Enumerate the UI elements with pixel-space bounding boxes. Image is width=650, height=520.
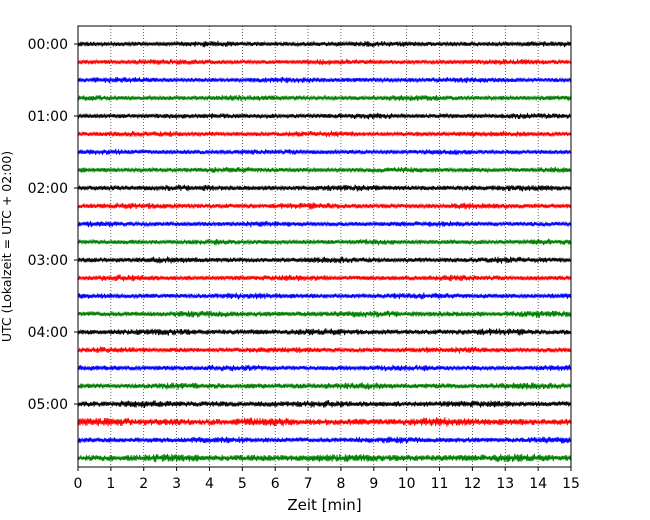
y-axis-ticks: 00:00 01:00 02:00 03:00 04:00 05:00 [28, 37, 78, 413]
x-axis-label: Zeit [min] [287, 496, 361, 514]
trace-0430 [77, 364, 572, 372]
x-tick-label-6: 6 [271, 476, 280, 492]
x-tick-label-0: 0 [74, 476, 83, 492]
trace-0015 [77, 58, 572, 66]
seismogram-traces [77, 40, 572, 463]
x-tick-label-9: 9 [369, 476, 378, 492]
trace-0530 [77, 436, 572, 444]
trace-0500 [77, 400, 572, 409]
y-tick-label-3: 03:00 [28, 253, 68, 269]
x-tick-label-3: 3 [172, 476, 181, 492]
trace-0100 [77, 112, 572, 120]
y-tick-label-0: 00:00 [28, 37, 68, 53]
x-tick-label-1: 1 [106, 476, 115, 492]
x-tick-label-14: 14 [529, 476, 547, 492]
trace-0345 [77, 310, 572, 318]
x-tick-label-15: 15 [562, 476, 580, 492]
trace-0045 [77, 94, 572, 102]
x-tick-label-7: 7 [304, 476, 313, 492]
x-tick-label-5: 5 [238, 476, 247, 492]
x-tick-label-10: 10 [398, 476, 416, 492]
y-tick-label-1: 01:00 [28, 109, 68, 125]
x-tick-label-4: 4 [205, 476, 214, 492]
trace-0300 [77, 256, 572, 264]
trace-0115 [77, 130, 572, 138]
trace-0000 [77, 40, 572, 48]
x-axis-ticks: 0 1 2 3 4 5 6 7 8 9 10 11 12 13 14 15 [74, 467, 580, 492]
trace-0230 [77, 220, 572, 228]
trace-0030 [77, 76, 572, 84]
trace-0545 [77, 453, 572, 463]
trace-0145 [77, 166, 572, 174]
x-tick-label-2: 2 [139, 476, 148, 492]
trace-0215 [77, 202, 572, 210]
y-tick-label-5: 05:00 [28, 397, 68, 413]
y-tick-label-2: 02:00 [28, 181, 68, 197]
trace-0315 [77, 274, 572, 282]
y-axis-label: UTC (Lokalzeit = UTC + 02:00) [0, 151, 14, 342]
x-tick-label-12: 12 [463, 476, 481, 492]
trace-0245 [77, 238, 572, 246]
x-tick-label-13: 13 [496, 476, 514, 492]
x-tick-label-8: 8 [336, 476, 345, 492]
trace-0330 [77, 292, 572, 300]
y-tick-label-4: 04:00 [28, 325, 68, 341]
trace-0130 [77, 148, 572, 156]
x-tick-label-11: 11 [431, 476, 449, 492]
trace-0400 [77, 328, 572, 336]
trace-0515 [77, 417, 572, 427]
plot-frame [77, 25, 572, 468]
trace-0415 [77, 346, 572, 354]
trace-0445 [77, 382, 572, 390]
trace-0200 [77, 184, 572, 192]
